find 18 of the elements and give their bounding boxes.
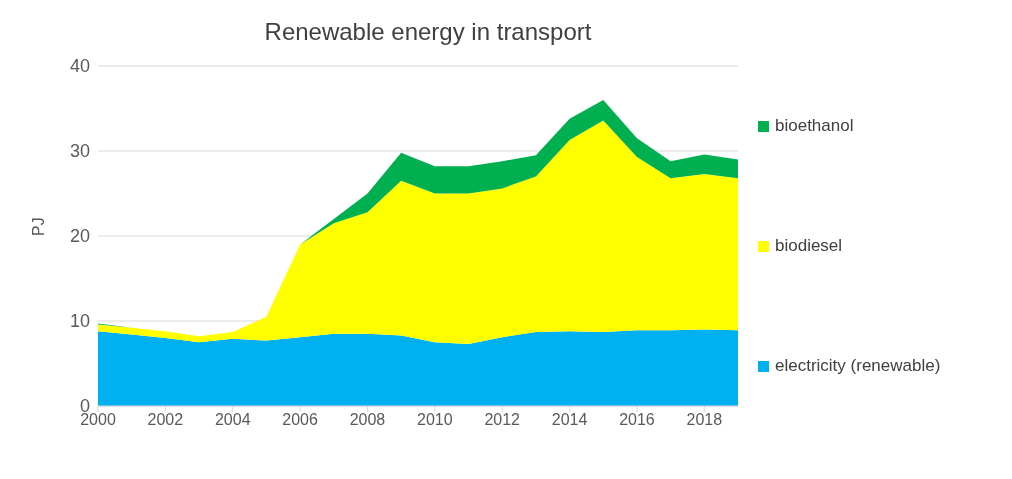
- y-tick-label: 30: [69, 141, 90, 162]
- x-tick-label: 2004: [214, 411, 251, 429]
- x-tick-label: 2018: [686, 411, 723, 429]
- x-tick-label: 2006: [282, 411, 318, 429]
- x-tick-label: 2012: [484, 411, 521, 429]
- y-tick-label: 10: [69, 311, 90, 332]
- x-tick-label: 2002: [147, 411, 184, 429]
- x-tick-label: 2008: [349, 411, 386, 429]
- x-tick-label: 2016: [619, 411, 655, 429]
- y-tick-label: 20: [69, 226, 90, 247]
- legend-label: electricity (renewable): [774, 356, 942, 376]
- chart-title: Renewable energy in transport: [263, 18, 593, 46]
- legend-label: biodiesel: [774, 236, 844, 256]
- x-tick-label: 2010: [417, 411, 453, 429]
- legend-label: bioethanol: [774, 116, 855, 136]
- y-tick-label: 40: [69, 56, 90, 77]
- x-tick-label: 2014: [551, 411, 588, 429]
- y-axis-title: PJ: [29, 217, 47, 236]
